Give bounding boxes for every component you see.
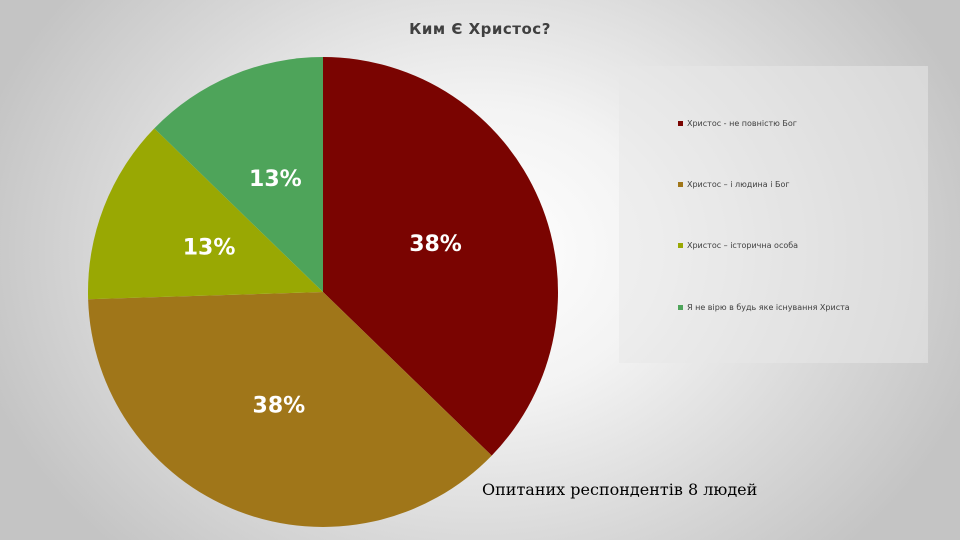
pie-slice-3 <box>88 128 324 300</box>
legend-label-2: Христос – і людина і Бог <box>687 180 790 189</box>
slice-label-1: 38% <box>409 232 462 257</box>
legend-entry-4: Я не вірю в будь яке існування Христа <box>678 303 850 312</box>
respondents-note: Опитаних респондентів 8 людей <box>482 480 758 499</box>
legend-label-3: Христос – історична особа <box>687 241 799 250</box>
pie-slice-4 <box>154 56 323 292</box>
slice-label-3: 13% <box>183 235 236 260</box>
legend-swatch-2 <box>678 182 683 187</box>
pie-slice-2 <box>88 292 492 527</box>
legend-swatch-4 <box>678 305 683 310</box>
slice-label-4: 13% <box>249 167 302 192</box>
legend-label-1: Христос - не повністю Бог <box>687 119 797 128</box>
legend: Христос - не повністю Бог Христос – і лю… <box>619 66 928 363</box>
legend-swatch-3 <box>678 243 683 248</box>
legend-entry-1: Христос - не повністю Бог <box>678 119 797 128</box>
slice-label-2: 38% <box>253 393 306 418</box>
pie-slice-1 <box>323 57 558 456</box>
legend-swatch-1 <box>678 121 683 126</box>
chart-title: Ким Є Христос? <box>409 20 551 38</box>
legend-label-4: Я не вірю в будь яке існування Христа <box>687 303 850 312</box>
legend-entry-2: Христос – і людина і Бог <box>678 180 790 189</box>
legend-entry-3: Христос – історична особа <box>678 241 798 250</box>
